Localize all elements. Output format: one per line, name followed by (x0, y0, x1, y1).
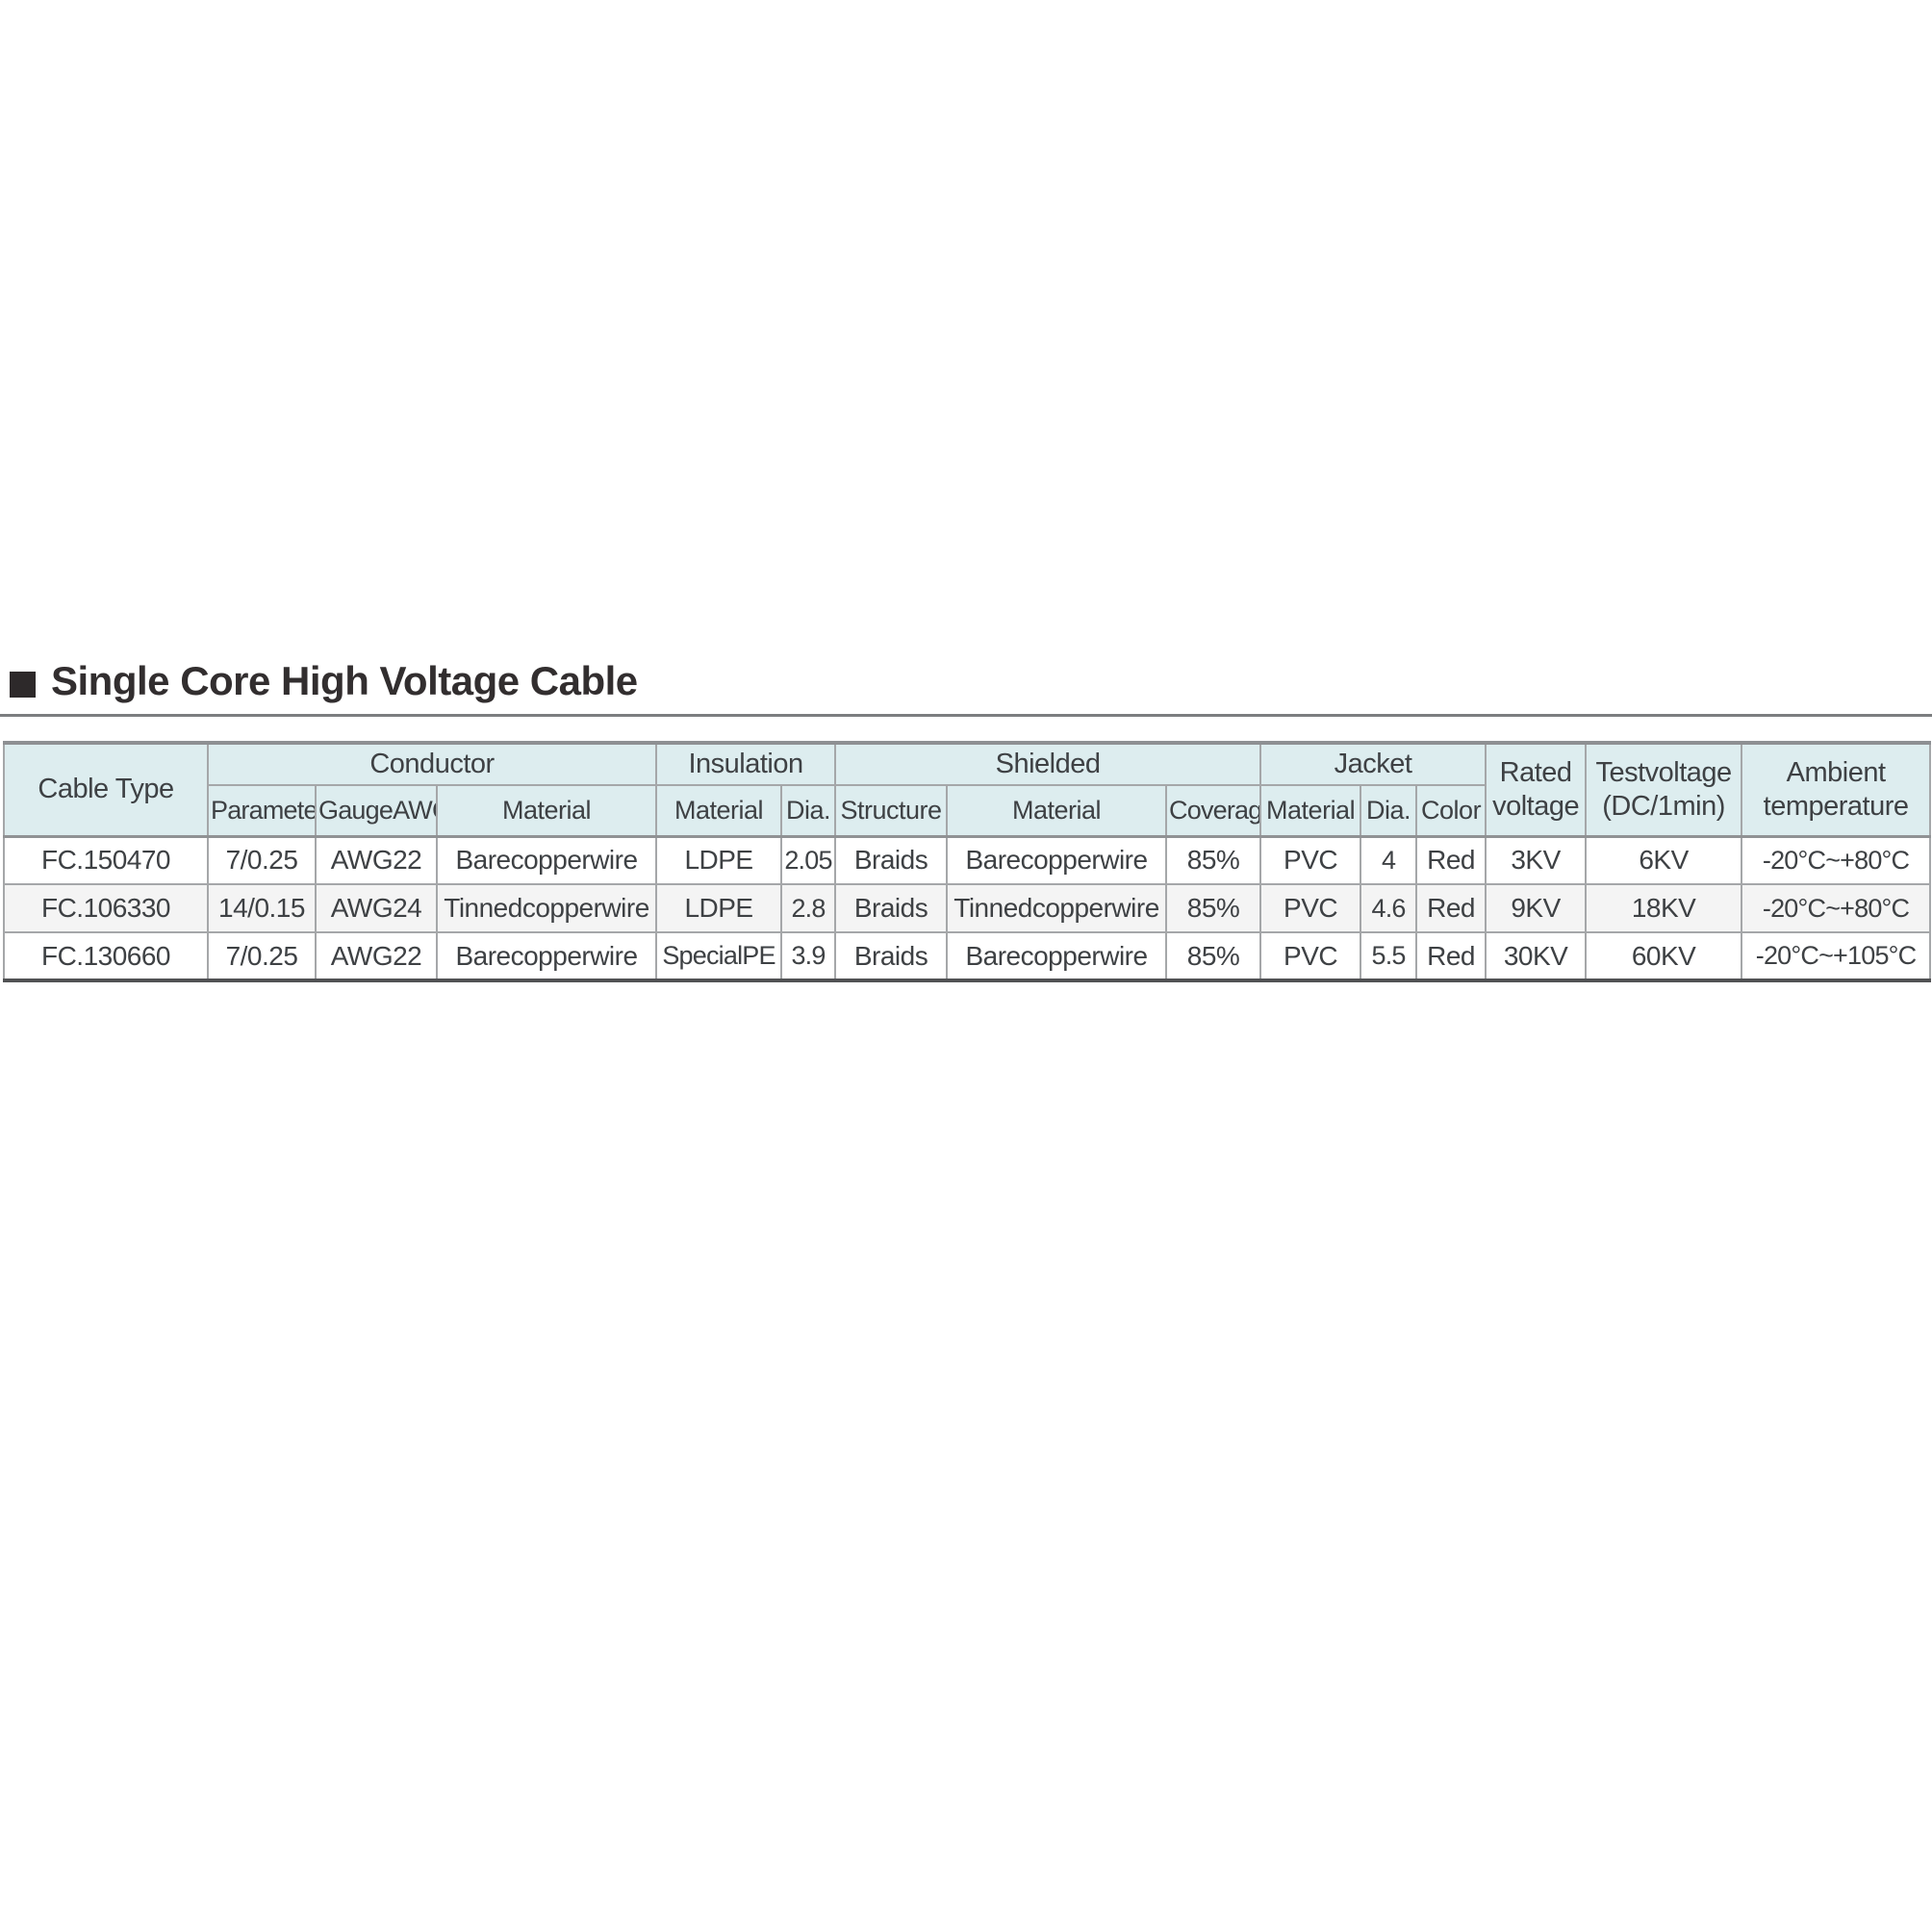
cell-test-voltage: 18KV (1585, 883, 1743, 933)
col-header-conductor-material: Material (435, 784, 658, 837)
table-body: FC.150470 7/0.25 AWG22 Barecopperwire LD… (3, 835, 1932, 981)
col-header-test-voltage: Testvoltage (DC/1min) (1585, 742, 1743, 837)
cell-insulation-material: LDPE (655, 883, 783, 933)
cell-jacket-material: PVC (1259, 835, 1362, 885)
cell-rated-voltage: 9KV (1485, 883, 1588, 933)
cell-insulation-dia: 3.9 (780, 931, 837, 981)
cell-ambient-temperature: -20°C~+80°C (1741, 835, 1932, 885)
cell-conductor-gauge: AWG22 (315, 835, 438, 885)
col-header-rated-voltage: Rated voltage (1485, 742, 1588, 837)
cell-insulation-material: SpecialPE (655, 931, 783, 981)
table-row: FC.106330 14/0.15 AWG24 Tinnedcopperwire… (3, 883, 1932, 933)
col-group-jacket: Jacket (1259, 742, 1487, 786)
cell-jacket-color: Red (1415, 835, 1487, 885)
col-header-cable-type: Cable Type (3, 742, 209, 837)
cell-rated-voltage: 3KV (1485, 835, 1588, 885)
col-header-jacket-color: Color (1415, 784, 1487, 837)
cell-conductor-material: Barecopperwire (435, 931, 658, 981)
cell-shielded-coverage: 85% (1165, 883, 1262, 933)
cell-jacket-dia: 4.6 (1360, 883, 1418, 933)
section-title-block: Single Core High Voltage Cable (10, 654, 638, 708)
cell-jacket-dia: 4 (1360, 835, 1418, 885)
cell-jacket-material: PVC (1259, 931, 1362, 981)
cell-jacket-dia: 5.5 (1360, 931, 1418, 981)
cell-cable-type: FC.130660 (3, 931, 209, 981)
cell-shielded-material: Tinnedcopperwire (946, 883, 1168, 933)
col-header-coverage: Coverage (1165, 784, 1262, 837)
cell-conductor-material: Tinnedcopperwire (435, 883, 658, 933)
header-sub-row: Parameters GaugeAWG Material Material Di… (4, 784, 1930, 837)
cell-conductor-parameters: 7/0.25 (207, 931, 317, 981)
col-header-structure: Structure (834, 784, 949, 837)
table-row: FC.150470 7/0.25 AWG22 Barecopperwire LD… (3, 835, 1932, 885)
col-header-jacket-dia: Dia. (1360, 784, 1418, 837)
cell-shielded-structure: Braids (834, 883, 949, 933)
section-bullet-icon (10, 671, 36, 698)
table-header: Cable Type Conductor Insulation Shielded… (3, 742, 1932, 837)
col-header-insulation-material: Material (655, 784, 783, 837)
cable-spec-table: Cable Type Conductor Insulation Shielded… (3, 741, 1932, 982)
cell-cable-type: FC.106330 (3, 883, 209, 933)
cell-test-voltage: 60KV (1585, 931, 1743, 981)
cell-conductor-gauge: AWG24 (315, 883, 438, 933)
cell-ambient-temperature: -20°C~+80°C (1741, 883, 1932, 933)
cell-insulation-dia: 2.8 (780, 883, 837, 933)
col-header-parameters: Parameters (207, 784, 317, 837)
cell-shielded-material: Barecopperwire (946, 835, 1168, 885)
col-group-insulation: Insulation (655, 742, 837, 786)
cell-shielded-coverage: 85% (1165, 835, 1262, 885)
col-group-conductor: Conductor (206, 742, 658, 786)
page-title: Single Core High Voltage Cable (51, 658, 638, 703)
col-header-ambient-temperature: Ambient temperature (1741, 742, 1932, 837)
cell-shielded-coverage: 85% (1165, 931, 1262, 981)
cell-conductor-gauge: AWG22 (315, 931, 438, 981)
col-header-gauge-awg: GaugeAWG (315, 784, 438, 837)
cell-conductor-parameters: 14/0.15 (207, 883, 317, 933)
cell-conductor-material: Barecopperwire (435, 835, 658, 885)
cell-shielded-structure: Braids (834, 835, 949, 885)
col-group-shielded: Shielded (834, 742, 1262, 786)
cell-jacket-color: Red (1415, 883, 1487, 933)
cell-ambient-temperature: -20°C~+105°C (1741, 931, 1932, 981)
cell-cable-type: FC.150470 (3, 835, 209, 885)
header-group-row: Cable Type Conductor Insulation Shielded… (3, 742, 1932, 837)
cell-rated-voltage: 30KV (1485, 931, 1588, 981)
cell-shielded-structure: Braids (834, 931, 949, 981)
cell-test-voltage: 6KV (1585, 835, 1743, 885)
title-underline (0, 714, 1932, 717)
cell-jacket-material: PVC (1259, 883, 1362, 933)
cell-insulation-dia: 2.05 (780, 835, 837, 885)
cell-jacket-color: Red (1415, 931, 1487, 981)
cell-conductor-parameters: 7/0.25 (207, 835, 317, 885)
cell-insulation-material: LDPE (655, 835, 783, 885)
col-header-shielded-material: Material (946, 784, 1168, 837)
col-header-jacket-material: Material (1259, 784, 1362, 837)
col-header-insulation-dia: Dia. (780, 784, 837, 837)
table-row: FC.130660 7/0.25 AWG22 Barecopperwire Sp… (3, 931, 1932, 981)
cell-shielded-material: Barecopperwire (946, 931, 1168, 981)
